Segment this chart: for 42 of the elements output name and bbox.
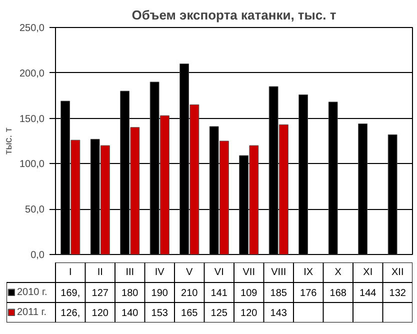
data-label: 144 xyxy=(360,288,377,299)
data-label: 165 xyxy=(181,308,198,319)
data-label: 169, xyxy=(60,288,80,299)
legend-label: 2010 г. xyxy=(17,286,48,300)
data-label: 141 xyxy=(210,288,228,299)
data-label: 109 xyxy=(240,288,258,299)
data-label: 127 xyxy=(92,288,109,299)
data-label: 125 xyxy=(210,308,228,319)
y-tick-label: 200,0 xyxy=(19,68,45,80)
data-label: 180 xyxy=(122,288,139,299)
y-tick-label: 0,0 xyxy=(30,250,45,261)
y-tick-label: 50,0 xyxy=(25,204,45,216)
x-tick-label: VI xyxy=(214,267,224,278)
chart-title: Объем экспорта катанки, тыс. т xyxy=(132,8,336,22)
data-label: 168 xyxy=(330,288,347,299)
x-tick-label: IV xyxy=(154,267,165,278)
y-axis-title: тыс. т xyxy=(3,127,14,154)
data-label: 120 xyxy=(240,308,258,319)
x-tick-label: VIII xyxy=(271,267,286,278)
x-tick-label: II xyxy=(97,267,103,278)
x-tick-label: IX xyxy=(304,267,314,278)
data-label: 185 xyxy=(270,288,288,299)
data-label: 120 xyxy=(92,308,109,319)
x-tick-label: XI xyxy=(363,267,373,278)
data-label: 210 xyxy=(181,288,198,299)
x-tick-label: VII xyxy=(242,267,255,278)
data-label: 140 xyxy=(122,308,139,319)
data-label: 176 xyxy=(300,288,318,299)
legend-label: 2011 г. xyxy=(17,306,46,320)
y-tick-label: 250,0 xyxy=(19,23,45,34)
x-tick-label: V xyxy=(186,267,194,278)
data-label: 132 xyxy=(389,288,406,299)
x-tick-label: I xyxy=(68,267,72,278)
x-tick-label: X xyxy=(334,267,342,278)
data-label: 153 xyxy=(151,308,168,319)
y-tick-label: 150,0 xyxy=(19,114,45,125)
data-label: 143 xyxy=(270,308,288,319)
data-label: 190 xyxy=(151,288,168,299)
x-tick-label: III xyxy=(126,267,134,278)
data-label: 126, xyxy=(60,308,80,319)
x-tick-label: XII xyxy=(392,267,404,278)
y-tick-label: 100,0 xyxy=(19,159,45,170)
